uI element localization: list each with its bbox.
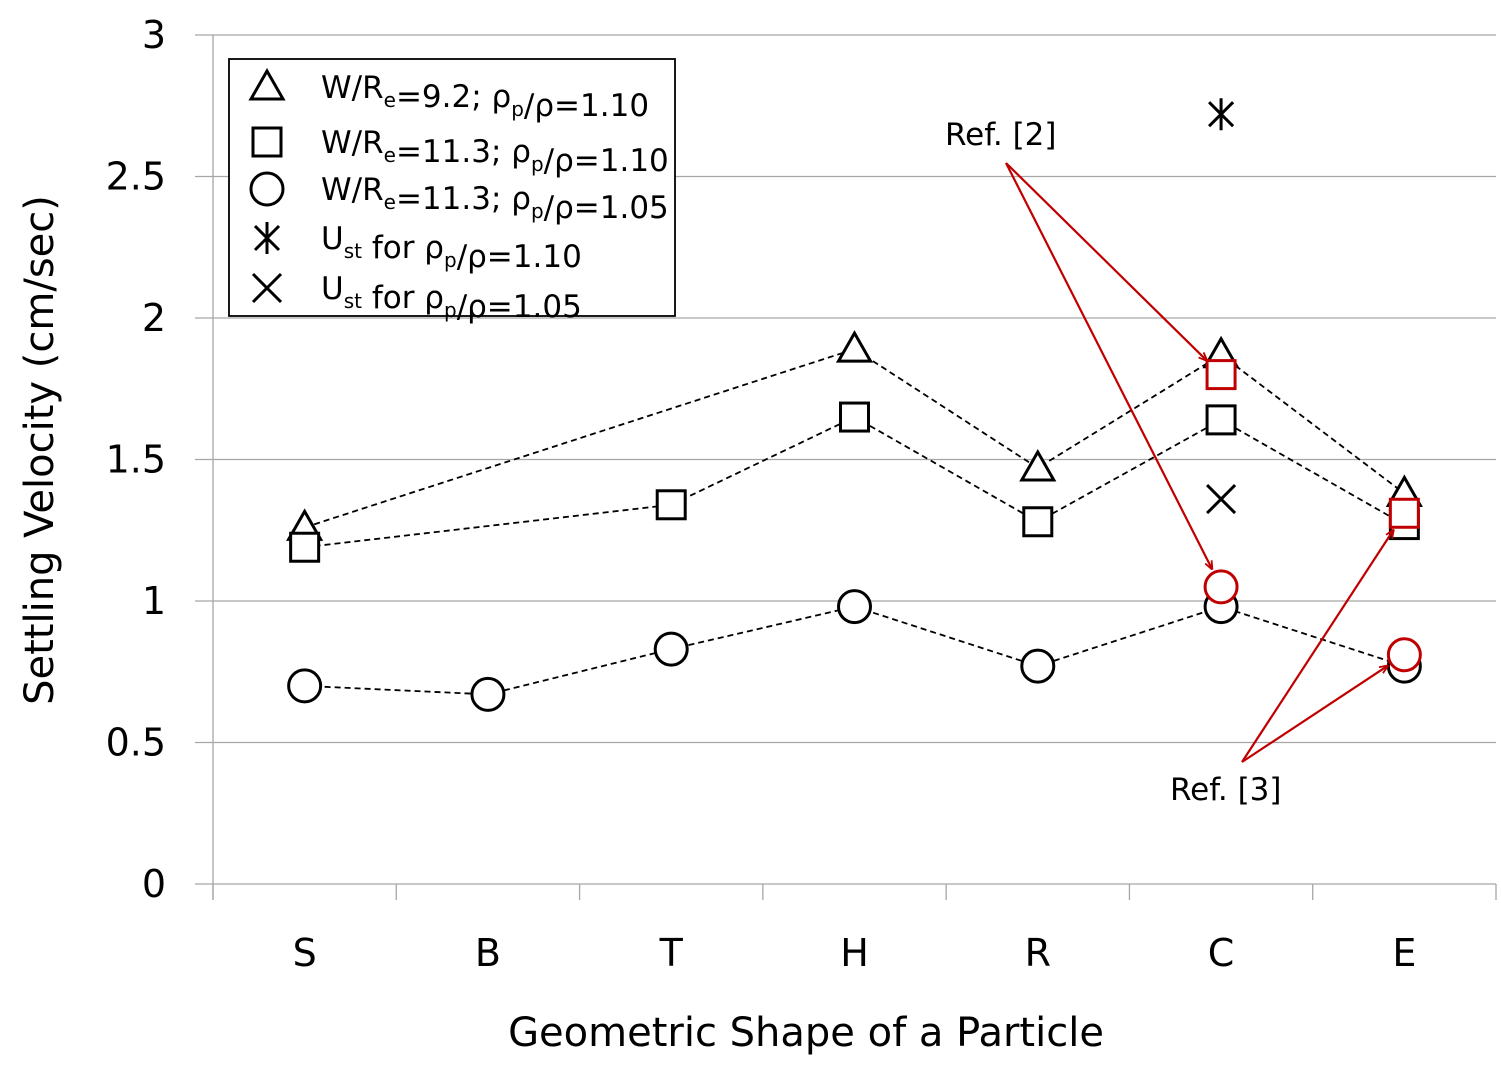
y-tick-label: 2	[142, 296, 166, 340]
point-square-C	[1205, 404, 1237, 436]
annotation-ref2: Ref. [2]	[945, 117, 1057, 153]
legend-marker-triangle	[248, 67, 286, 101]
legend-entry-square: W/Re=11.3; ρp/ρ=1.10	[321, 125, 669, 179]
point-square-H	[839, 401, 870, 433]
legend-entry-circle: W/Re=11.3; ρp/ρ=1.05	[321, 172, 669, 226]
annotation-ref3: Ref. [3]	[1170, 772, 1282, 808]
annotations: Ref. [2] Ref. [3]	[945, 117, 1393, 808]
legend-entry-cross: Ust for ρp/ρ=1.05	[321, 271, 582, 325]
point-circle-S	[287, 668, 323, 704]
legend-marker-circle	[249, 171, 285, 207]
series-line-triangle	[304, 348, 1405, 529]
legend-marker-square	[251, 126, 283, 158]
point-triangle-H	[835, 330, 874, 363]
reference-points	[1203, 359, 1422, 673]
x-tick-label: B	[475, 931, 501, 975]
series-line-square	[304, 416, 1405, 549]
point-square-S	[289, 531, 321, 563]
axes: 0 0.5 1 1.5 2 2.5 3 S B T H R C E Geometric Shape of a…	[17, 13, 1497, 1056]
x-tick-label: E	[1392, 931, 1416, 975]
x-tick-label: C	[1208, 931, 1235, 975]
x-tick-label: T	[659, 931, 684, 975]
point-asterisk-C	[1208, 98, 1235, 131]
point-triangle-R	[1019, 448, 1057, 482]
ref-point-circle-E	[1386, 637, 1422, 673]
y-tick-label: 2.5	[106, 155, 166, 199]
y-tick-label: 3	[142, 13, 166, 57]
x-tick-label: R	[1025, 931, 1051, 975]
ref-point-circle-C	[1203, 569, 1239, 605]
point-circle-H	[837, 589, 872, 625]
legend-entry-asterisk: Ust for ρp/ρ=1.10	[321, 221, 582, 275]
y-tick-label: 0.5	[106, 721, 166, 765]
arrow-ref3	[1241, 666, 1388, 763]
arrow-ref2	[1005, 162, 1207, 361]
point-circle-B	[470, 676, 506, 712]
legend-entry-triangle: W/Re=9.2; ρp/ρ=1.10	[321, 70, 649, 124]
y-tick-label: 0	[142, 862, 166, 906]
legend-box	[228, 58, 676, 317]
point-circle-T	[653, 631, 689, 667]
x-tick-label: H	[840, 931, 869, 975]
y-tick-label: 1.5	[106, 438, 166, 482]
ref-point-square-E	[1388, 497, 1420, 529]
point-square-R	[1022, 506, 1054, 538]
legend-marker-asterisk	[253, 222, 281, 254]
x-tick-label: S	[293, 931, 317, 975]
y-axis-title: Settling Velocity (cm/sec)	[17, 195, 63, 705]
point-square-T	[655, 489, 687, 521]
legend-marker-cross	[251, 272, 283, 304]
x-axis-title: Geometric Shape of a Particle	[508, 1010, 1104, 1056]
point-cross-C	[1206, 484, 1237, 515]
ref-point-square-C	[1205, 359, 1237, 391]
legend: W/Re=9.2; ρp/ρ=1.10W/Re=11.3; ρp/ρ=1.10W…	[228, 58, 676, 325]
arrow-ref2	[1005, 162, 1212, 569]
point-circle-R	[1020, 648, 1056, 684]
arrow-ref3	[1241, 530, 1393, 763]
data-series	[286, 98, 1423, 712]
y-tick-label: 1	[142, 579, 166, 623]
